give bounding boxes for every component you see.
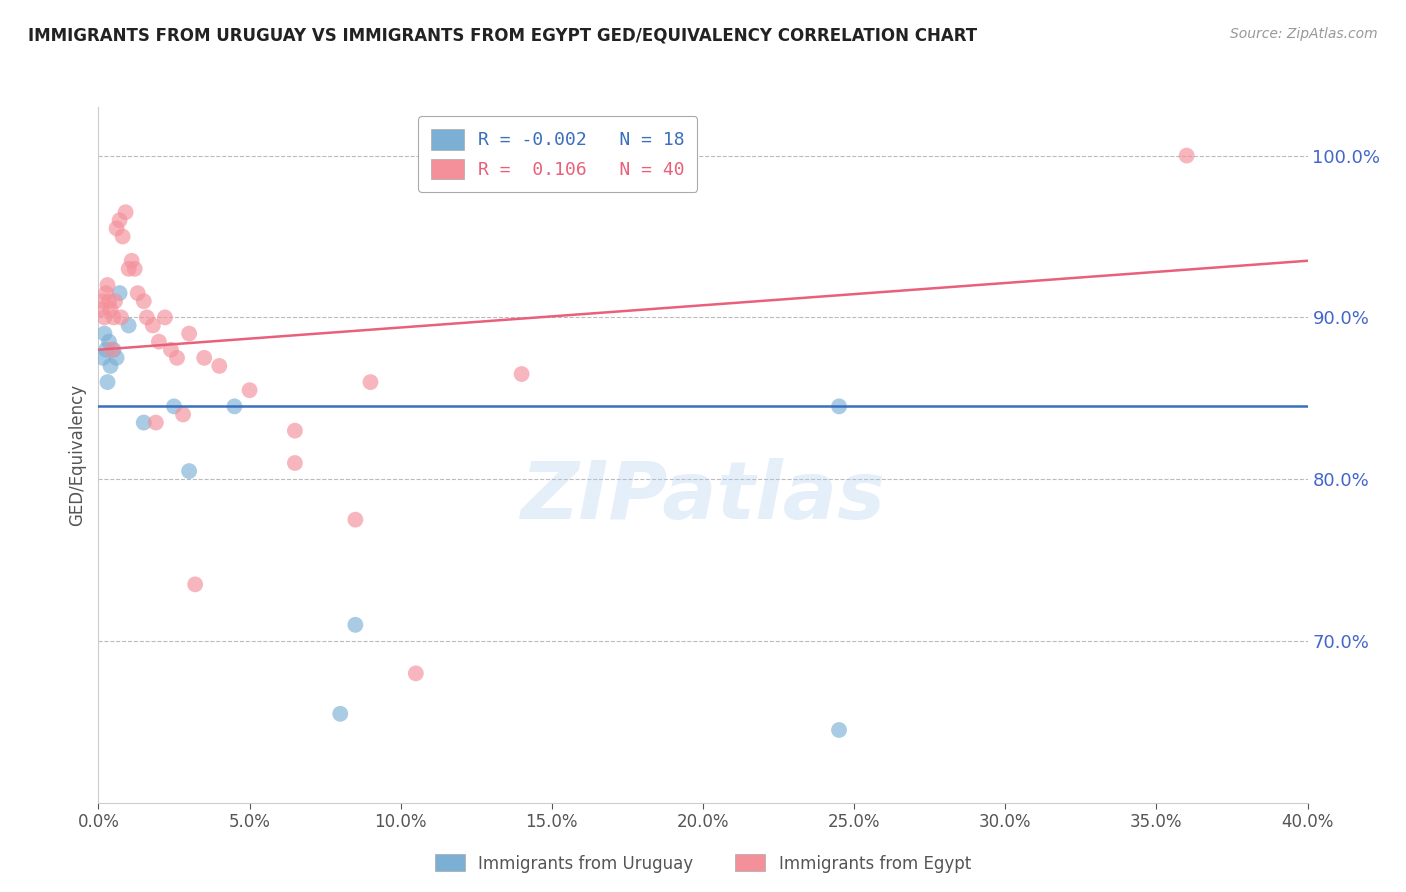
Point (193, 351, 215, 365)
Point (127, 286, 149, 301)
Point (121, 253, 143, 268)
Point (108, 213, 131, 227)
Text: IMMIGRANTS FROM URUGUAY VS IMMIGRANTS FROM EGYPT GED/EQUIVALENCY CORRELATION CHA: IMMIGRANTS FROM URUGUAY VS IMMIGRANTS FR… (28, 27, 977, 45)
Point (224, 400, 246, 414)
Point (329, 706, 352, 721)
Point (114, 205, 136, 219)
Point (166, 351, 188, 365)
Point (93, 310, 115, 325)
Point (153, 310, 176, 325)
Point (344, 513, 367, 527)
Point (172, 408, 194, 422)
Point (103, 343, 125, 357)
Point (1175, 148, 1198, 162)
Point (98, 294, 121, 309)
Point (93, 326, 115, 341)
Point (108, 286, 131, 301)
Point (91, 294, 114, 309)
Point (110, 310, 132, 325)
Point (90, 302, 112, 317)
Point (104, 294, 127, 309)
Point (284, 424, 307, 438)
Point (284, 456, 307, 470)
Y-axis label: GED/Equivalency: GED/Equivalency (69, 384, 87, 526)
Point (179, 464, 201, 478)
Point (145, 416, 167, 430)
Point (510, 367, 533, 381)
Point (94, 343, 117, 357)
Point (118, 261, 141, 276)
Point (142, 318, 165, 333)
Point (100, 359, 122, 373)
Point (91, 351, 114, 365)
Point (96, 375, 118, 389)
Point (344, 617, 367, 632)
Point (105, 221, 128, 235)
Point (828, 400, 851, 414)
Point (239, 383, 262, 397)
Point (405, 666, 427, 681)
Point (124, 261, 146, 276)
Point (105, 351, 128, 365)
Legend: R = -0.002   N = 18, R =  0.106   N = 40: R = -0.002 N = 18, R = 0.106 N = 40 (419, 116, 697, 192)
Point (96, 278, 118, 293)
Point (98, 334, 121, 349)
Point (184, 577, 207, 591)
Text: Source: ZipAtlas.com: Source: ZipAtlas.com (1230, 27, 1378, 41)
Point (132, 416, 155, 430)
Text: ZIPatlas: ZIPatlas (520, 458, 886, 536)
Point (148, 334, 170, 349)
Point (160, 343, 183, 357)
Point (828, 723, 851, 737)
Point (208, 359, 231, 373)
Point (132, 294, 155, 309)
Point (100, 302, 122, 317)
Point (163, 400, 186, 414)
Point (101, 343, 124, 357)
Point (111, 229, 134, 244)
Point (118, 318, 141, 333)
Point (94, 286, 117, 301)
Point (135, 310, 157, 325)
Point (103, 310, 125, 325)
Point (179, 326, 201, 341)
Point (360, 375, 382, 389)
Legend: Immigrants from Uruguay, Immigrants from Egypt: Immigrants from Uruguay, Immigrants from… (429, 847, 977, 880)
